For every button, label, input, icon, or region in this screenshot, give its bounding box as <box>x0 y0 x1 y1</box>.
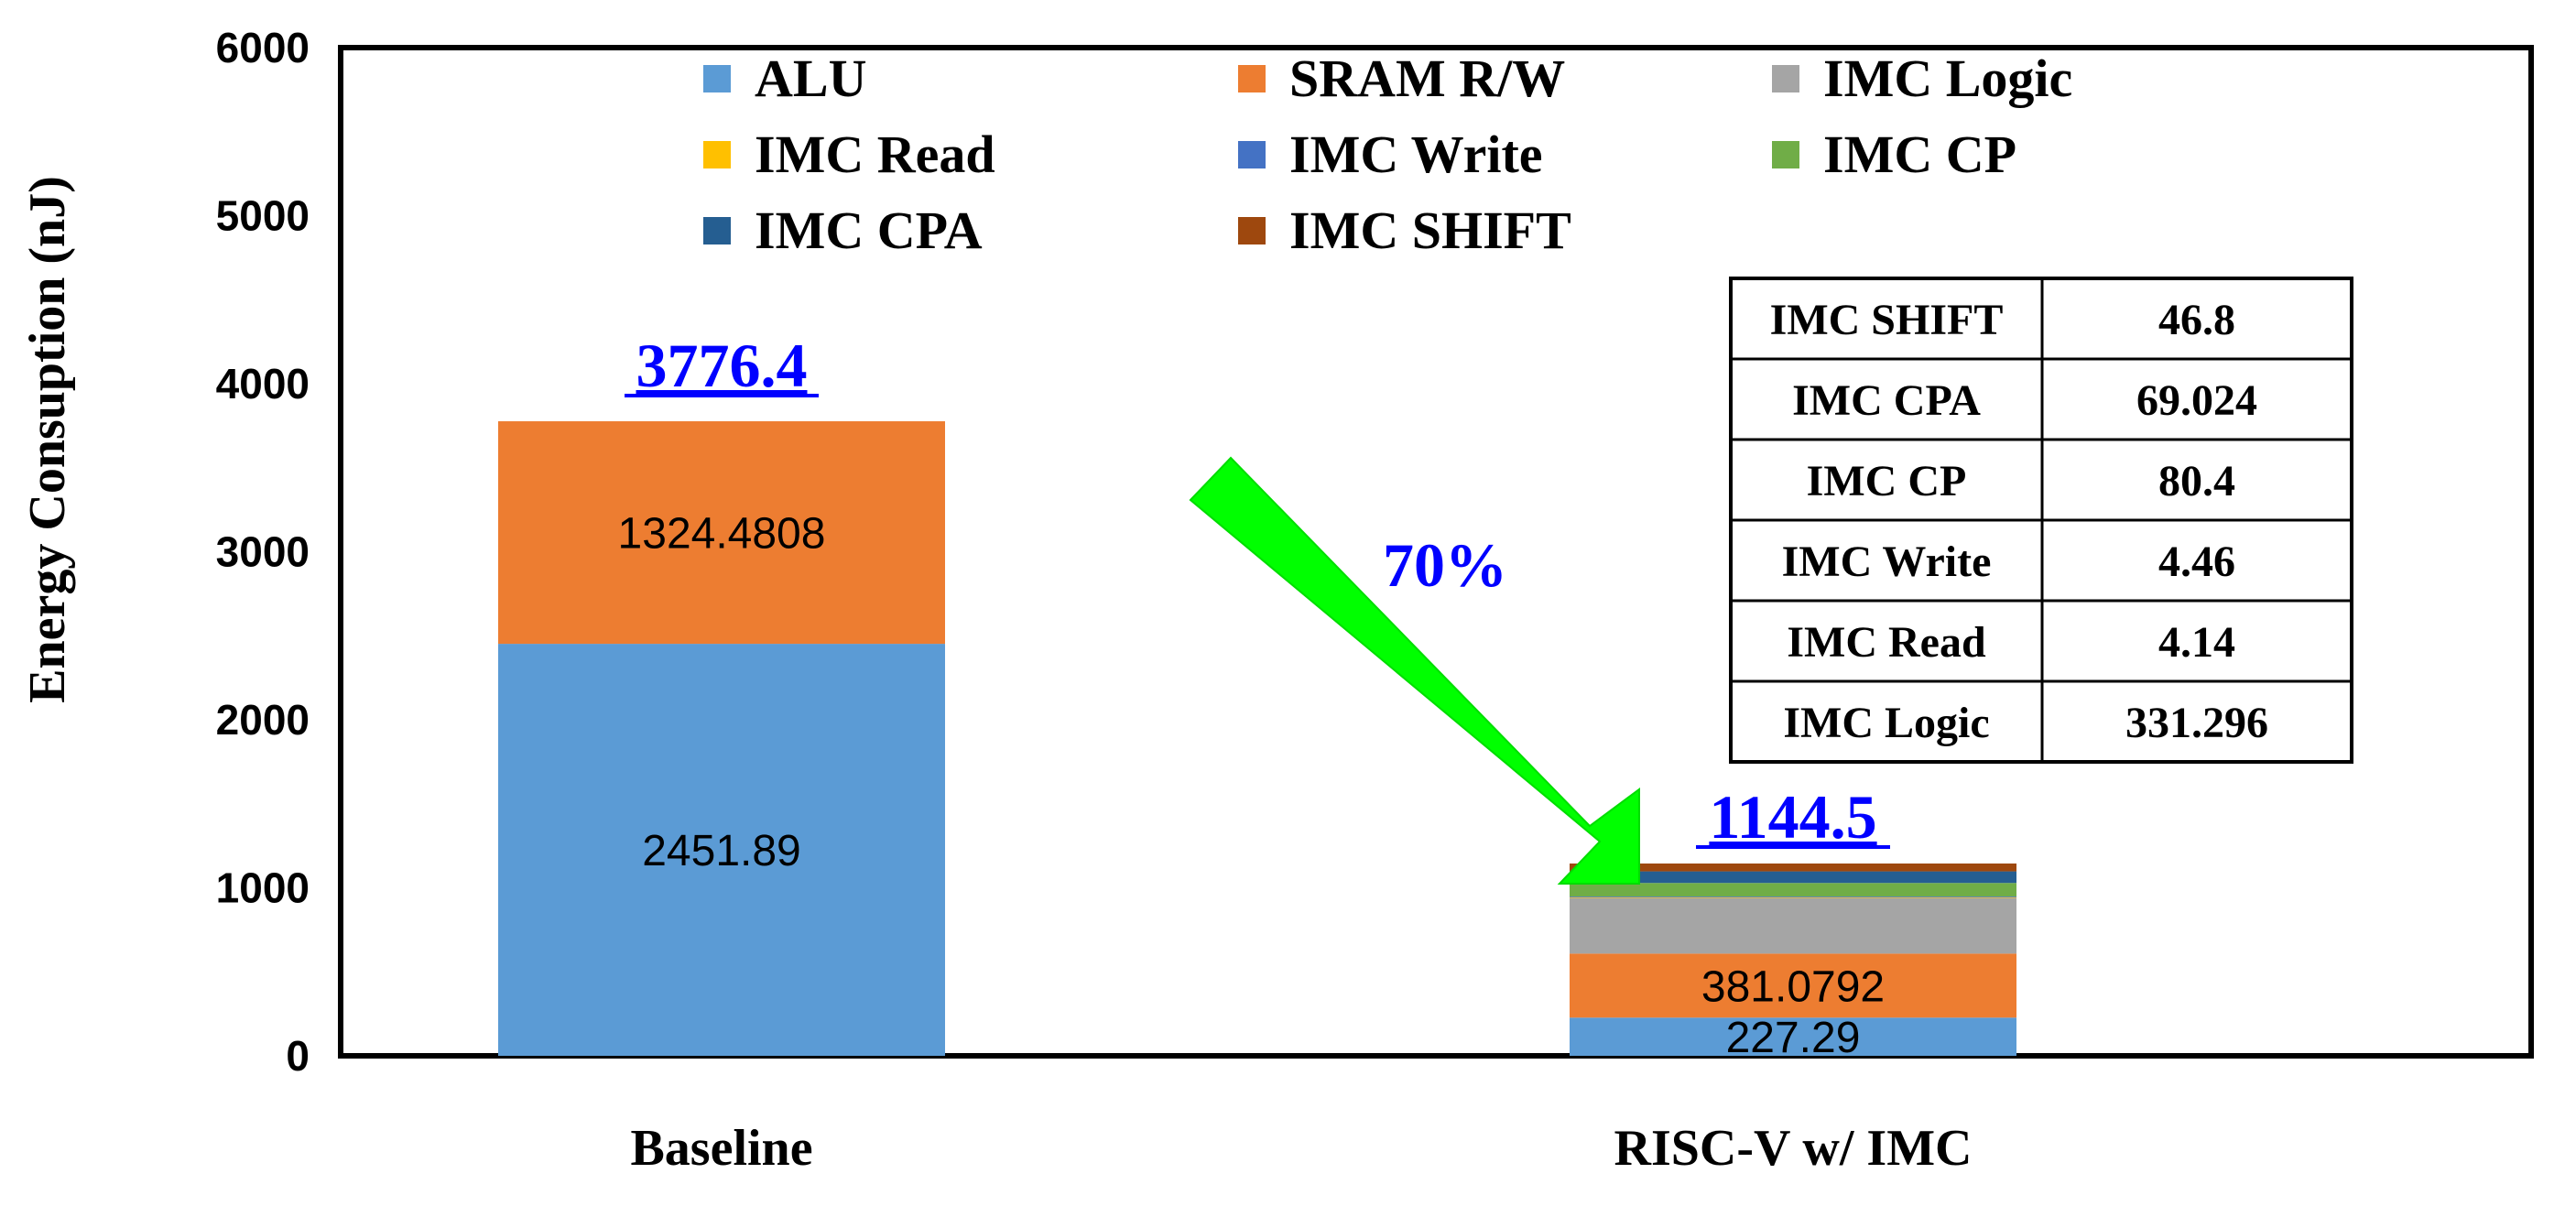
inset-table-value: 4.14 <box>2158 618 2235 667</box>
inset-table-value: 80.4 <box>2158 457 2235 505</box>
legend-label: IMC Write <box>1289 125 1543 184</box>
y-tick-label: 3000 <box>216 528 310 576</box>
legend-item: IMC Read <box>703 125 995 184</box>
legend-item: IMC Write <box>1238 125 1543 184</box>
bar-segment <box>1570 1017 2016 1056</box>
legend-item: IMC SHIFT <box>1238 201 1571 260</box>
bar-segment <box>1570 871 2016 884</box>
total-value-label: 3776.4 <box>636 331 808 400</box>
segment-value-label: 2451.89 <box>642 827 801 875</box>
legend-label: IMC SHIFT <box>1289 201 1571 260</box>
legend-item: IMC Logic <box>1772 49 2072 108</box>
inset-table-value: 69.024 <box>2136 376 2257 425</box>
y-axis-title: Energy Consuption (nJ) <box>19 176 76 703</box>
legend-label: IMC Logic <box>1823 49 2072 108</box>
inset-table-name: IMC Write <box>1782 538 1992 586</box>
inset-table-value: 46.8 <box>2158 296 2235 344</box>
legend-swatch <box>703 65 731 92</box>
legend-label: IMC CP <box>1823 125 2016 184</box>
legend-item: IMC CPA <box>703 201 983 260</box>
x-tick-label: RISC-V w/ IMC <box>1614 1120 1973 1177</box>
inset-table-name: IMC CP <box>1807 457 1967 505</box>
legend-label: SRAM R/W <box>1289 49 1565 108</box>
legend-swatch <box>1772 65 1799 92</box>
legend-swatch <box>1238 65 1266 92</box>
bar-segment <box>498 644 945 1056</box>
inset-table-name: IMC Read <box>1787 618 1986 667</box>
inset-table-value: 331.296 <box>2125 699 2268 747</box>
y-tick-label: 5000 <box>216 192 310 240</box>
plot-frame <box>338 45 2534 1059</box>
inset-table-name: IMC SHIFT <box>1770 296 2004 344</box>
segment-value-label: 1324.4808 <box>618 510 826 559</box>
legend-label: IMC CPA <box>755 201 983 260</box>
inset-table-name: IMC CPA <box>1792 376 1981 425</box>
bar-segment <box>1570 953 2016 1018</box>
y-tick-label: 2000 <box>216 696 310 744</box>
y-tick-label: 1000 <box>216 864 310 912</box>
inset-table-value: 4.46 <box>2158 538 2235 586</box>
bar-segment <box>1570 896 2016 897</box>
legend-swatch <box>1238 141 1266 168</box>
bar-segment <box>1570 897 2016 954</box>
bar-segment <box>498 421 945 645</box>
x-tick-label: Baseline <box>630 1120 812 1177</box>
legend-label: IMC Read <box>755 125 995 184</box>
total-value-label: 1144.5 <box>1709 782 1876 852</box>
legend-swatch <box>703 141 731 168</box>
y-tick-label: 6000 <box>216 24 310 71</box>
y-tick-label: 0 <box>286 1032 310 1080</box>
legend-item: IMC CP <box>1772 125 2016 184</box>
legend-item: SRAM R/W <box>1238 49 1565 108</box>
bar-segment <box>1570 896 2016 898</box>
legend-swatch <box>1772 141 1799 168</box>
y-tick-label: 4000 <box>216 360 310 407</box>
segment-value-label: 381.0792 <box>1701 962 1885 1011</box>
reduction-arrow <box>1189 456 1640 885</box>
legend-label: ALU <box>755 49 866 108</box>
legend-swatch <box>1238 217 1266 244</box>
inset-table-name: IMC Logic <box>1783 699 1989 747</box>
reduction-percent-label: 70% <box>1383 530 1507 600</box>
bar-segment <box>1570 863 2016 872</box>
legend-item: ALU <box>703 49 866 108</box>
legend-swatch <box>703 217 731 244</box>
bar-segment <box>1570 883 2016 896</box>
segment-value-label: 227.29 <box>1726 1014 1861 1062</box>
